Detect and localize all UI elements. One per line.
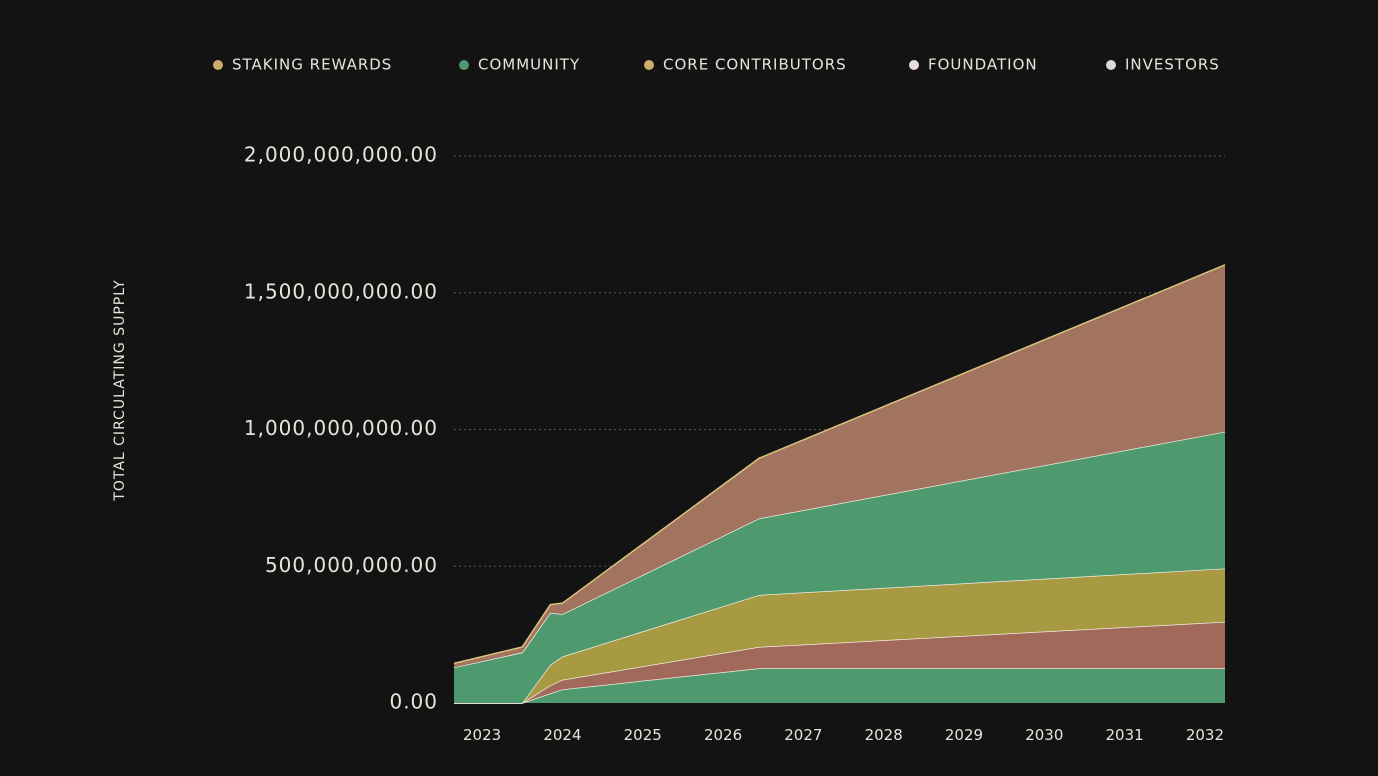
legend-marker xyxy=(213,60,223,70)
x-tick-label: 2032 xyxy=(1186,726,1224,744)
legend-marker xyxy=(909,60,919,70)
x-tick-label: 2024 xyxy=(543,726,581,744)
legend-item[interactable]: COMMUNITY xyxy=(459,56,580,74)
y-tick-label: 1,000,000,000.00 xyxy=(244,416,438,440)
area-edge-4 xyxy=(453,264,1226,665)
x-tick-label: 2030 xyxy=(1025,726,1063,744)
y-tick-label: 1,500,000,000.00 xyxy=(244,279,438,303)
y-tick-label: 2,000,000,000.00 xyxy=(244,143,438,167)
legend-label: INVESTORS xyxy=(1125,56,1220,74)
x-tick-label: 2027 xyxy=(784,726,822,744)
legend-item[interactable]: CORE CONTRIBUTORS xyxy=(644,56,847,74)
legend-marker xyxy=(459,60,469,70)
legend-label: FOUNDATION xyxy=(928,56,1038,74)
x-tick-label: 2026 xyxy=(704,726,742,744)
legend-marker xyxy=(644,60,654,70)
legend-label: STAKING REWARDS xyxy=(232,56,392,74)
chart-areas xyxy=(453,264,1226,704)
y-axis-label: TOTAL CIRCULATING SUPPLY xyxy=(112,279,128,501)
area-series-4 xyxy=(454,264,1225,668)
legend-marker xyxy=(1106,60,1116,70)
area-series-2 xyxy=(454,568,1225,703)
chart-legend: STAKING REWARDS COMMUNITY CORE CONTRIBUTOR… xyxy=(213,56,1220,74)
legend-item[interactable]: FOUNDATION xyxy=(909,56,1038,74)
x-tick-label: 2028 xyxy=(865,726,903,744)
y-tick-label: 500,000,000.00 xyxy=(265,553,438,577)
x-tick-label: 2031 xyxy=(1106,726,1144,744)
x-tick-label: 2023 xyxy=(463,726,501,744)
legend-label: CORE CONTRIBUTORS xyxy=(663,56,847,74)
x-tick-label: 2025 xyxy=(624,726,662,744)
area-series-3 xyxy=(454,431,1225,703)
x-axis-ticks: 2023 2024 2025 2026 2027 2028 2029 2030 2031 2032 xyxy=(463,726,1224,744)
y-tick-label: 0.00 xyxy=(389,690,438,714)
legend-item[interactable]: INVESTORS xyxy=(1106,56,1220,74)
y-axis-ticks: 0.00 500,000,000.00 1,000,000,000.00 1,500,… xyxy=(244,143,438,714)
x-tick-label: 2029 xyxy=(945,726,983,744)
legend-item[interactable]: STAKING REWARDS xyxy=(213,56,392,74)
legend-label: COMMUNITY xyxy=(478,56,580,74)
area-series-1 xyxy=(454,621,1225,703)
area-series-0 xyxy=(454,668,1225,703)
